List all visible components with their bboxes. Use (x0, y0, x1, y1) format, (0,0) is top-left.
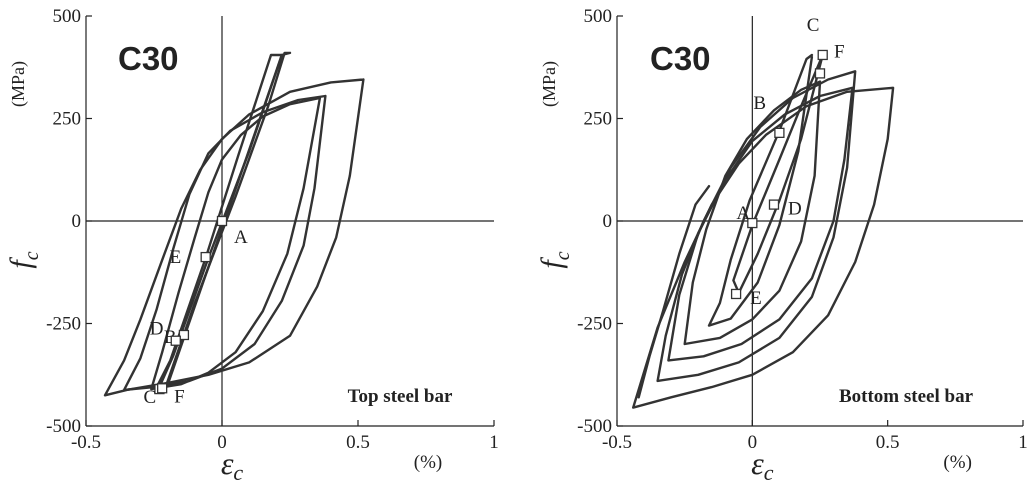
marker-label-C: C (807, 15, 820, 36)
y-tick-label: -500 (577, 416, 612, 437)
y-tick-label: -250 (46, 314, 81, 335)
y-tick-label: 0 (603, 211, 613, 232)
series-line-2 (656, 70, 857, 383)
marker-A (216, 215, 228, 227)
panel-label: C30 (650, 40, 711, 77)
marker-B (178, 329, 190, 341)
marker-F (814, 68, 826, 79)
x-axis-unit: (%) (414, 452, 442, 473)
marker-label-A: A (736, 203, 750, 224)
x-tick-label: 0.5 (346, 432, 370, 453)
series-line-6 (732, 53, 824, 294)
x-tick-label: 1 (489, 432, 499, 453)
y-tick-label: 500 (53, 6, 82, 27)
x-tick-label: 0 (217, 432, 227, 453)
x-axis-label: εc (221, 445, 244, 481)
marker-D (768, 199, 780, 210)
marker-A (747, 217, 758, 229)
series-line-2 (122, 94, 327, 392)
x-axis-label: εc (751, 445, 774, 481)
marker-label-E: E (170, 247, 182, 268)
y-tick-label: 250 (53, 109, 82, 130)
x-tick-label: -0.5 (602, 432, 632, 453)
marker-C (817, 49, 828, 61)
marker-F (157, 383, 168, 394)
y-axis-label: fc (4, 251, 43, 268)
y-axis-label: fc (535, 251, 574, 268)
series-line-4 (683, 80, 822, 346)
marker-label-F: F (174, 386, 185, 407)
marker-label-B: B (753, 93, 766, 114)
y-axis-unit: (MPa) (8, 61, 29, 107)
panel-caption: Top steel bar (348, 386, 453, 407)
x-tick-label: -0.5 (71, 432, 101, 453)
marker-B (774, 127, 785, 139)
x-tick-label: 0 (748, 432, 758, 453)
panel-label: C30 (118, 40, 179, 77)
marker-E (200, 251, 211, 263)
marker-D (170, 335, 181, 346)
x-tick-label: 0.5 (876, 432, 900, 453)
marker-label-D: D (150, 319, 164, 340)
y-tick-label: -500 (46, 416, 81, 437)
series-line-1 (632, 86, 895, 409)
chart-bottom-steel-bar: -0.5 0 0.5 1 -500 -250 0 250 500 (MPa) fc εc (%) C30 B… (535, 6, 1028, 481)
y-tick-label: 250 (584, 109, 613, 130)
marker-label-E: E (750, 288, 762, 309)
series-line-3 (667, 86, 854, 362)
panel-caption: Bottom steel bar (839, 386, 974, 407)
x-axis-unit: (%) (943, 452, 971, 473)
y-tick-label: 0 (72, 211, 82, 232)
marker-E (730, 288, 742, 300)
y-axis-unit: (MPa) (539, 61, 560, 107)
series-line-3 (150, 96, 322, 391)
y-tick-label: 500 (584, 6, 613, 27)
chart-top-steel-bar: -0.5 0 0.5 1 -500 -250 0 250 500 (MPa) fc εc (%) C30 T… (4, 6, 499, 481)
marker-label-C: C (143, 387, 156, 408)
series-line-1 (103, 78, 365, 397)
marker-label-A: A (234, 227, 248, 248)
series-line-5 (707, 53, 814, 327)
marker-label-F: F (834, 41, 845, 62)
marker-label-D: D (788, 199, 802, 220)
x-tick-label: 1 (1018, 432, 1028, 453)
series-line-7 (637, 184, 711, 399)
y-tick-label: -250 (577, 314, 612, 335)
